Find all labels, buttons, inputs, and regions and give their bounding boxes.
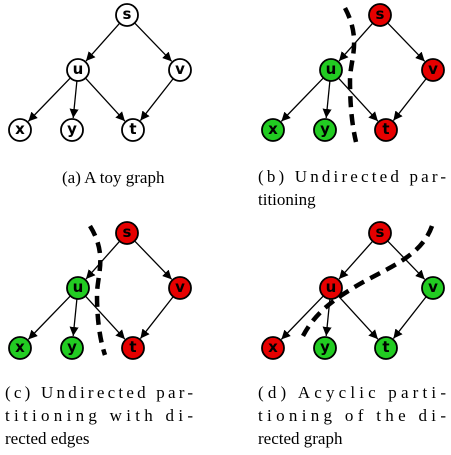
edge [280,295,324,340]
node-label: x [268,120,278,138]
panel: s u v x y t (d) Acyclic parti-tioning of the d… [258,221,446,448]
node [368,221,392,245]
edge [280,77,324,122]
edge [85,240,121,280]
node [168,58,192,82]
node [60,336,84,360]
caption: (c) Undirected par- [5,383,193,402]
node-label: s [123,5,132,23]
node [168,276,192,300]
node-label: y [67,120,77,138]
node-label: y [67,338,77,356]
node [121,336,145,360]
node-label: s [376,223,385,241]
node-label: y [320,120,330,138]
edge [338,240,374,280]
edge [84,295,126,340]
edge [69,298,79,337]
edge [27,295,71,340]
edge [387,22,426,62]
node-label: x [268,338,278,356]
node [8,118,32,142]
edge [27,77,71,122]
node [421,58,445,82]
node-label: v [428,60,438,78]
cut-line [297,225,435,343]
node [261,118,285,142]
edge [392,296,427,339]
edge [392,78,427,121]
node-label: s [376,5,385,23]
edge [69,80,79,119]
edge [84,77,126,122]
edge [338,22,374,62]
caption: tioning of the di- [258,406,446,425]
node [313,336,337,360]
node-label: t [129,338,136,356]
panel: s u v x y t (c) Undirected par-titioning with … [5,221,193,448]
node-label: u [73,278,84,296]
edge [134,22,173,62]
node [8,336,32,360]
caption: titioning [258,190,316,209]
node-label: u [326,278,337,296]
node [421,276,445,300]
edge [337,295,379,340]
cut-line [88,224,108,356]
caption: (d) Acyclic parti- [258,383,446,402]
node-label: v [428,278,438,296]
caption: titioning with di- [5,406,193,425]
edge [85,22,121,62]
node [261,336,285,360]
node-label: u [326,60,337,78]
node-label: x [15,120,25,138]
node-label: v [175,60,185,78]
panel: s u v x y t (a) A toy graph [8,3,192,187]
cut-line [343,6,359,143]
node [121,118,145,142]
caption: (b) Undirected par- [258,167,446,186]
edge [134,240,173,280]
caption: rected graph [258,429,343,448]
node [374,336,398,360]
node-label: t [382,338,389,356]
node [66,58,90,82]
edge [322,80,332,119]
node-label: u [73,60,84,78]
caption: (a) A toy graph [62,168,165,187]
node-label: y [320,338,330,356]
node [374,118,398,142]
edge [139,296,174,339]
node [368,3,392,27]
node [60,118,84,142]
node [319,58,343,82]
node [313,118,337,142]
caption: rected edges [5,429,89,448]
edge [337,77,379,122]
edge [139,78,174,121]
node [66,276,90,300]
node-label: v [175,278,185,296]
node-label: s [123,223,132,241]
node-label: t [129,120,136,138]
node [115,3,139,27]
node-label: t [382,120,389,138]
panel: s u v x y t (b) Undirected par-titioning [258,3,446,209]
node [319,276,343,300]
node [115,221,139,245]
node-label: x [15,338,25,356]
